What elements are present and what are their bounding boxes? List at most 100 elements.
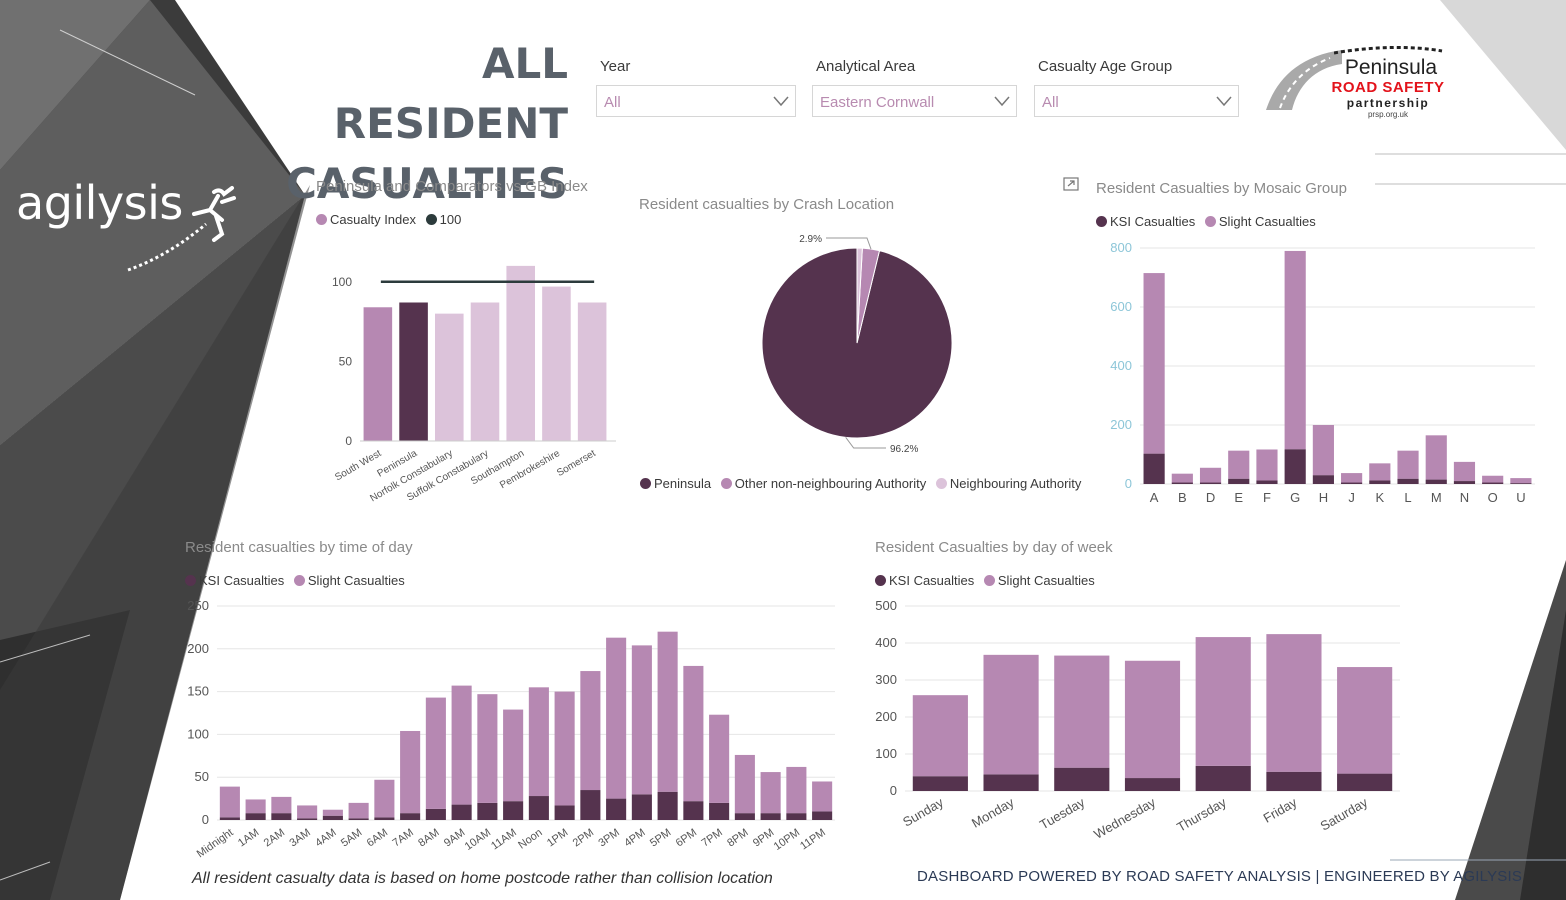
bar-slight[interactable] [219,786,240,818]
legend-item-slight[interactable]: Slight Casualties [293,573,405,588]
bar-ksi[interactable] [451,804,472,820]
bar-ksi[interactable] [1482,482,1504,484]
bar-ksi[interactable] [1256,480,1278,484]
bar-slight[interactable] [1482,475,1504,483]
bar-slight[interactable] [1337,667,1393,774]
bar-slight[interactable] [1124,660,1181,779]
bar-ksi[interactable] [219,817,240,820]
bar-slight[interactable] [734,754,755,814]
bar-slight[interactable] [1256,449,1278,481]
bar-ksi[interactable] [477,802,498,820]
bar-ksi[interactable] [786,813,807,820]
bar-ksi[interactable] [1171,482,1193,484]
bar-slight[interactable] [1143,273,1165,454]
area-filter-dropdown[interactable]: Eastern Cornwall [812,85,1017,117]
bar-ksi[interactable] [1397,478,1419,484]
bar-ksi[interactable] [709,802,730,820]
bar-ksi[interactable] [1199,482,1222,484]
bar-ksi[interactable] [1266,771,1322,791]
bar-slight[interactable] [245,799,266,814]
bar-slight[interactable] [606,637,627,799]
bar-ksi[interactable] [400,813,421,820]
bar-slight[interactable] [1397,450,1419,479]
bar-ksi[interactable] [580,790,601,820]
bar-ksi[interactable] [1425,479,1447,484]
bar-ksi[interactable] [1341,482,1363,484]
bar-ksi[interactable] [271,813,292,820]
bar-slight[interactable] [983,654,1039,775]
bar-slight[interactable] [683,665,704,802]
focus-mode-icon[interactable] [1063,177,1079,191]
bar-slight[interactable] [1284,250,1306,450]
bar-ksi[interactable] [1195,765,1251,791]
bar-slight[interactable] [451,685,472,805]
bar-slight[interactable] [400,730,421,814]
bar-slight[interactable] [1312,425,1334,476]
bar-slight[interactable] [528,687,549,797]
age-filter-dropdown[interactable]: All [1034,85,1239,117]
bar-slight[interactable] [912,695,968,777]
bar-slight[interactable] [786,766,807,814]
bar-ksi[interactable] [760,813,781,820]
bar-ksi[interactable] [1337,773,1393,791]
bar-ksi[interactable] [1510,483,1532,484]
bar-ksi[interactable] [812,811,833,820]
bar-ksi[interactable] [1369,480,1391,484]
bar-ksi[interactable] [1284,449,1306,484]
bar-ksi[interactable] [983,774,1039,791]
bar-slight[interactable] [322,809,343,816]
bar-slight[interactable] [1195,637,1251,766]
bar-slight[interactable] [554,691,575,806]
legend-item-slight[interactable]: Slight Casualties [1204,214,1316,229]
bar-slight[interactable] [1510,478,1532,484]
bar-slight[interactable] [503,709,524,802]
bar-slight[interactable] [760,772,781,814]
bar-slight[interactable] [812,781,833,812]
bar[interactable] [577,302,607,441]
bar-ksi[interactable] [425,808,446,820]
bar-ksi[interactable] [348,818,369,820]
bar-slight[interactable] [1171,473,1193,483]
legend-item-ksi[interactable]: KSI Casualties [1096,214,1195,229]
legend-item-ksi[interactable]: KSI Casualties [875,573,974,588]
bar-ksi[interactable] [528,796,549,820]
bar-slight[interactable] [1425,435,1447,480]
pie-slice[interactable] [856,247,863,344]
bar-slight[interactable] [348,802,369,819]
bar-ksi[interactable] [1228,478,1250,484]
bar-slight[interactable] [425,697,446,809]
bar-ksi[interactable] [554,805,575,820]
year-filter-dropdown[interactable]: All [596,85,796,117]
bar-ksi[interactable] [631,794,652,820]
bar-ksi[interactable] [1124,778,1181,791]
bar-ksi[interactable] [245,813,266,820]
bar-slight[interactable] [1453,461,1476,482]
bar-slight[interactable] [1054,655,1110,768]
bar[interactable] [542,286,571,441]
bar-slight[interactable] [1228,450,1250,479]
bar[interactable] [470,302,500,441]
bar-ksi[interactable] [1453,481,1476,484]
bar-ksi[interactable] [606,798,627,820]
bar-ksi[interactable] [1143,453,1165,484]
bar-ksi[interactable] [503,801,524,820]
bar[interactable] [399,302,428,441]
bar-ksi[interactable] [657,791,678,820]
bar-slight[interactable] [657,631,678,792]
legend-item-casualty-index[interactable]: Casualty Index [316,212,416,227]
bar-slight[interactable] [1266,634,1322,772]
bar-slight[interactable] [709,714,730,803]
bar-slight[interactable] [374,779,395,818]
legend-item-ksi[interactable]: KSI Casualties [185,573,284,588]
bar-slight[interactable] [631,645,652,795]
bar[interactable] [435,313,464,441]
bar-slight[interactable] [1341,473,1363,483]
legend-item-peninsula[interactable]: Peninsula [640,476,711,491]
bar-ksi[interactable] [912,776,968,791]
bar-ksi[interactable] [297,818,318,820]
bar-slight[interactable] [580,671,601,791]
bar-ksi[interactable] [1054,767,1110,791]
bar-ksi[interactable] [1312,475,1334,484]
legend-item-neighbouring[interactable]: Neighbouring Authority [935,476,1081,491]
bar-slight[interactable] [477,694,498,803]
